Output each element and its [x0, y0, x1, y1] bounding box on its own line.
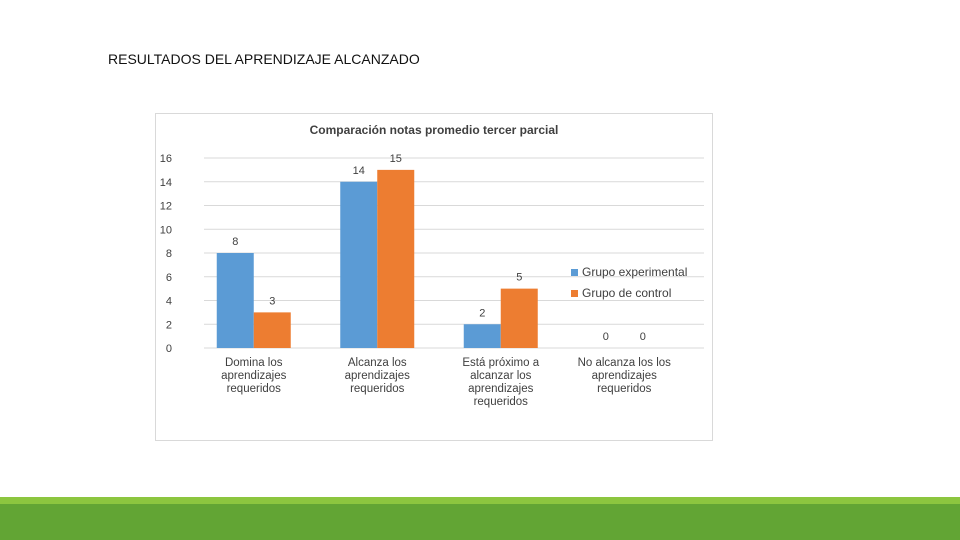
- x-category-label: aprendizajes: [592, 370, 657, 382]
- y-tick-label: 16: [160, 153, 172, 165]
- x-category-label: aprendizajes: [468, 383, 533, 395]
- y-tick-label: 2: [166, 319, 172, 331]
- data-label: 0: [640, 331, 646, 343]
- x-category-label: Alcanza los: [348, 357, 407, 369]
- x-category-label: No alcanza los los: [578, 357, 672, 369]
- y-tick-label: 8: [166, 248, 172, 260]
- data-label: 2: [479, 307, 485, 319]
- bar-control: [253, 312, 291, 348]
- y-tick-label: 12: [160, 201, 172, 213]
- bar-chart: Comparación notas promedio tercer parcia…: [160, 123, 704, 408]
- data-label: 8: [232, 236, 238, 248]
- y-tick-label: 10: [160, 224, 172, 236]
- data-label: 15: [390, 153, 402, 165]
- x-category-label: Está próximo a: [462, 357, 539, 369]
- bar-experimental: [216, 253, 254, 348]
- y-tick-label: 0: [166, 343, 172, 355]
- legend-label: Grupo experimental: [582, 265, 687, 279]
- y-tick-label: 14: [160, 177, 172, 189]
- x-category-label: requeridos: [474, 396, 529, 408]
- bar-experimental: [340, 181, 378, 348]
- bar-control: [377, 169, 415, 348]
- footer-accent-strip: [0, 497, 960, 504]
- data-label: 0: [603, 331, 609, 343]
- footer-bar: [0, 504, 960, 540]
- x-category-label: requeridos: [227, 383, 282, 395]
- legend-swatch: [571, 269, 578, 276]
- data-label: 5: [516, 272, 522, 284]
- data-label: 14: [353, 165, 365, 177]
- x-category-label: requeridos: [597, 383, 652, 395]
- legend-label: Grupo de control: [582, 286, 671, 300]
- slide-title: RESULTADOS DEL APRENDIZAJE ALCANZADO: [108, 51, 420, 67]
- x-category-label: Domina los: [225, 357, 283, 369]
- y-tick-label: 4: [166, 296, 172, 308]
- x-category-label: aprendizajes: [221, 370, 286, 382]
- x-category-label: requeridos: [350, 383, 405, 395]
- chart-frame: Comparación notas promedio tercer parcia…: [155, 113, 713, 441]
- bar-control: [500, 288, 538, 348]
- x-category-label: aprendizajes: [345, 370, 410, 382]
- bar-experimental: [463, 324, 501, 348]
- data-label: 3: [269, 295, 275, 307]
- chart-title: Comparación notas promedio tercer parcia…: [310, 123, 559, 137]
- legend-swatch: [571, 290, 578, 297]
- x-category-label: alcanzar los: [470, 370, 532, 382]
- y-tick-label: 6: [166, 272, 172, 284]
